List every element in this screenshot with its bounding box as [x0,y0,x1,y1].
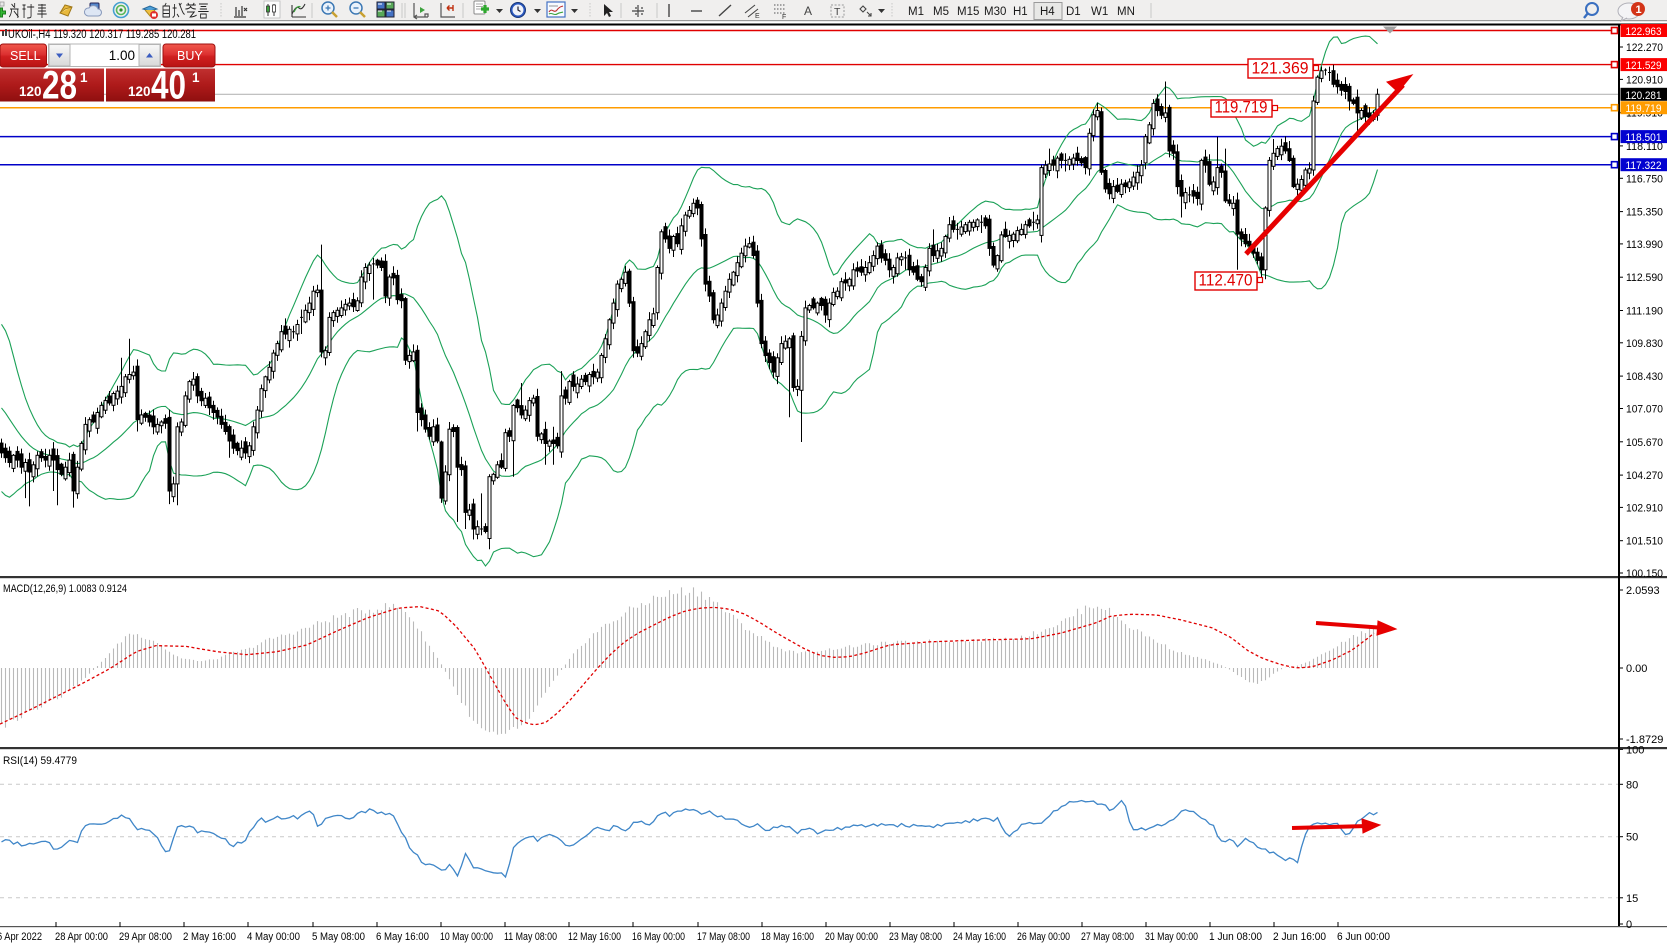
svg-text:UKOil-,H4 119.320 120.317 119: UKOil-,H4 119.320 120.317 119.285 120.28… [8,29,196,41]
svg-text:F: F [782,14,786,21]
svg-text:1: 1 [1636,4,1642,16]
svg-text:SELL: SELL [10,49,41,63]
svg-text:M15: M15 [957,6,979,18]
svg-text:1 Jun 08:00: 1 Jun 08:00 [1209,931,1262,943]
svg-text:H4: H4 [1040,6,1055,18]
svg-text:1: 1 [192,70,200,85]
svg-text:6 Apr 2022: 6 Apr 2022 [0,931,42,943]
svg-text:12 May 16:00: 12 May 16:00 [568,931,621,943]
svg-text:28: 28 [42,64,77,108]
svg-text:112.590: 112.590 [1626,272,1663,284]
svg-text:2 May 16:00: 2 May 16:00 [183,931,236,943]
svg-text:BUY: BUY [177,49,203,63]
svg-text:80: 80 [1626,779,1638,791]
svg-text:107.070: 107.070 [1626,404,1663,416]
svg-text:H1: H1 [1013,6,1028,18]
svg-text:102.910: 102.910 [1626,502,1663,514]
svg-text:0: 0 [1626,919,1632,931]
svg-text:113.990: 113.990 [1626,239,1663,251]
svg-text:117.322: 117.322 [1626,160,1662,172]
svg-text:1.00: 1.00 [109,48,135,63]
svg-text:6 Jun 00:00: 6 Jun 00:00 [1337,931,1390,943]
svg-text:122.963: 122.963 [1626,26,1662,38]
svg-text:109.830: 109.830 [1626,338,1663,350]
svg-text:RSI(14) 59.4779: RSI(14) 59.4779 [3,755,77,767]
svg-text:M5: M5 [933,6,949,18]
svg-text:A: A [804,4,812,18]
svg-text:121.529: 121.529 [1626,60,1662,72]
svg-text:29 Apr 08:00: 29 Apr 08:00 [119,931,172,943]
svg-text:111.190: 111.190 [1626,306,1663,318]
svg-text:26 May 00:00: 26 May 00:00 [1017,931,1070,943]
svg-text:120: 120 [19,84,42,99]
svg-text:2 Jun 16:00: 2 Jun 16:00 [1273,931,1326,943]
svg-text:M30: M30 [984,6,1006,18]
svg-text:119.719: 119.719 [1215,99,1268,117]
svg-text:17 May 08:00: 17 May 08:00 [697,931,750,943]
svg-text:40: 40 [151,64,186,108]
svg-text:0.00: 0.00 [1626,663,1647,675]
svg-text:108.430: 108.430 [1626,371,1663,383]
svg-text:20 May 00:00: 20 May 00:00 [825,931,878,943]
svg-text:MN: MN [1117,6,1135,18]
svg-text:24 May 16:00: 24 May 16:00 [953,931,1006,943]
svg-text:M1: M1 [908,6,924,18]
svg-text:119.719: 119.719 [1626,103,1662,115]
svg-text:101.510: 101.510 [1626,536,1663,548]
svg-text:31 May 00:00: 31 May 00:00 [1145,931,1198,943]
svg-text:16 May 00:00: 16 May 00:00 [632,931,685,943]
svg-text:28 Apr 00:00: 28 Apr 00:00 [55,931,108,943]
svg-text:115.350: 115.350 [1626,207,1663,219]
svg-text:120: 120 [128,84,151,99]
svg-text:4 May 00:00: 4 May 00:00 [247,931,300,943]
svg-text:120.910: 120.910 [1626,74,1663,86]
svg-text:100: 100 [1626,744,1644,756]
svg-text:104.270: 104.270 [1626,470,1663,482]
svg-text:2.0593: 2.0593 [1626,585,1660,597]
svg-text:18 May 16:00: 18 May 16:00 [761,931,814,943]
svg-text:6 May 16:00: 6 May 16:00 [376,931,429,943]
svg-text:D1: D1 [1066,6,1081,18]
svg-text:5 May 08:00: 5 May 08:00 [312,931,365,943]
svg-text:121.369: 121.369 [1252,60,1309,78]
svg-text:MACD(12,26,9) 1.0083 0.9124: MACD(12,26,9) 1.0083 0.9124 [3,583,127,595]
svg-text:120.281: 120.281 [1626,90,1662,102]
svg-text:23 May 08:00: 23 May 08:00 [889,931,942,943]
svg-text:11 May 08:00: 11 May 08:00 [504,931,557,943]
svg-text:112.470: 112.470 [1199,272,1253,290]
svg-text:1: 1 [80,70,88,85]
svg-text:W1: W1 [1091,6,1108,18]
svg-text:122.270: 122.270 [1626,42,1663,54]
svg-text:50: 50 [1626,832,1638,844]
svg-text:118.501: 118.501 [1626,132,1662,144]
svg-text:E: E [755,13,760,20]
svg-text:27 May 08:00: 27 May 08:00 [1081,931,1134,943]
svg-text:15: 15 [1626,893,1638,905]
svg-text:116.750: 116.750 [1626,173,1663,185]
svg-text:105.670: 105.670 [1626,437,1663,449]
svg-text:100.150: 100.150 [1626,568,1663,580]
svg-text:T: T [834,6,841,18]
svg-text:10 May 00:00: 10 May 00:00 [440,931,493,943]
